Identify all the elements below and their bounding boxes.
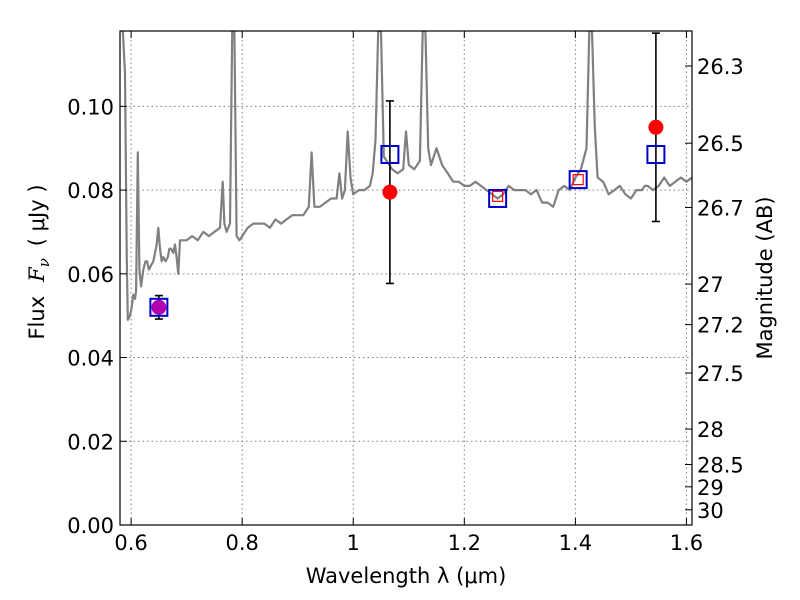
observed-point	[492, 190, 504, 202]
mag-tick-label: 28	[697, 418, 724, 442]
plot-frame	[119, 30, 693, 526]
y-tick-label: 0.06	[67, 263, 114, 287]
x-axis-ticks: 0.6 0.8 1 1.2 1.4 1.6	[114, 31, 703, 555]
model-points	[149, 145, 666, 317]
y-axis-label-right: Magnitude (AB)	[753, 196, 777, 359]
mag-tick-label: 30	[697, 499, 724, 523]
y-axis-ticks: 0.00 0.02 0.04 0.06 0.08 0.10	[67, 95, 127, 538]
observed-points	[151, 119, 664, 315]
y-tick-label: 0.02	[67, 430, 114, 454]
x-axis-label: Wavelength λ (μm)	[306, 564, 507, 588]
x-tick-label: 1.4	[559, 531, 592, 555]
mag-tick-label: 26.3	[697, 55, 744, 79]
y-tick-label: 0.04	[67, 347, 114, 371]
observed-point	[151, 299, 167, 315]
x-tick-label: 1	[347, 531, 360, 555]
mag-tick-label: 27.5	[697, 362, 744, 386]
x-tick-label: 0.8	[225, 531, 258, 555]
spectrum-line	[121, 31, 692, 321]
grid-lines	[120, 31, 692, 526]
y-tick-label: 0.00	[67, 514, 114, 538]
y-tick-label: 0.08	[67, 179, 114, 203]
observed-point	[382, 184, 398, 200]
mag-tick-label: 29	[697, 476, 724, 500]
model-point	[568, 170, 588, 190]
model-point	[380, 145, 400, 164]
model-point	[149, 297, 169, 317]
x-tick-label: 1.2	[448, 531, 481, 555]
observed-point	[648, 119, 664, 135]
mag-tick-label: 27.2	[697, 314, 744, 338]
model-point	[488, 188, 508, 208]
x-tick-label: 0.6	[114, 531, 147, 555]
observed-point	[572, 174, 584, 186]
mag-tick-label: 26.7	[697, 196, 744, 220]
mag-tick-label: 26.5	[697, 132, 744, 156]
y-axis-label-left: FluxFν( μJy )	[25, 184, 53, 339]
mag-tick-label: 27	[697, 273, 724, 297]
x-tick-label: 1.6	[670, 531, 703, 555]
model-point	[646, 145, 666, 164]
spectrum-path	[121, 31, 692, 321]
mag-tick-label: 28.5	[697, 453, 744, 477]
y-tick-label: 0.10	[67, 95, 114, 119]
